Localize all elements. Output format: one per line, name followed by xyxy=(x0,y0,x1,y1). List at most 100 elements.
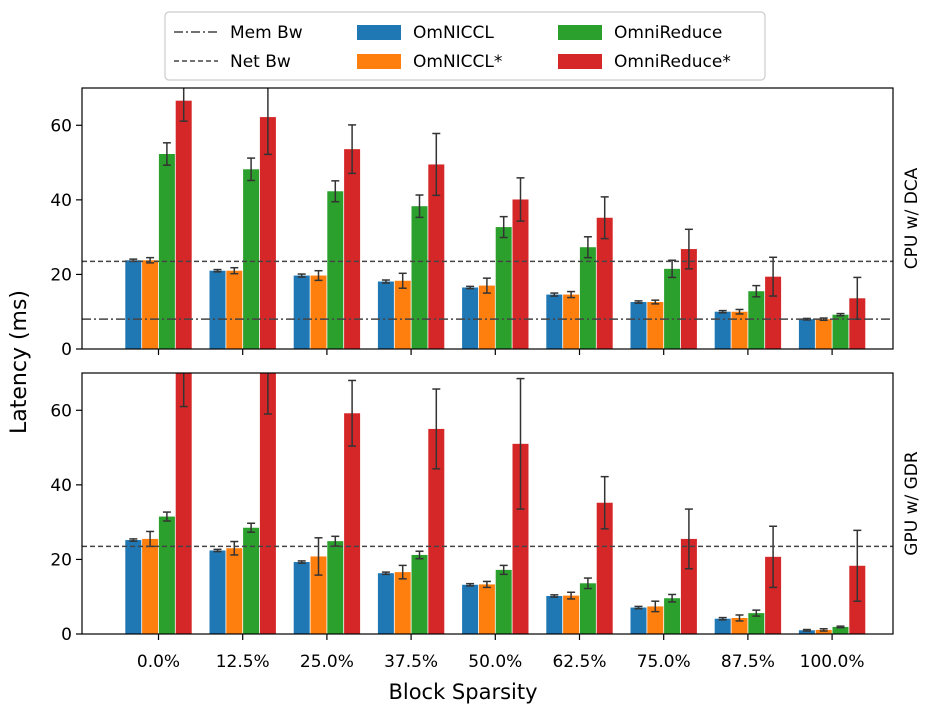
bar-omnireduce-star-3 xyxy=(428,164,445,349)
x-tick-label-4: 50.0% xyxy=(468,652,522,672)
legend-swatch-omnireduce xyxy=(558,25,602,40)
plot-area xyxy=(82,373,893,634)
bar-omniccl-0 xyxy=(125,260,142,349)
bar-omniccl-star-3 xyxy=(394,280,411,349)
legend-swatch-omniccl xyxy=(357,25,401,40)
x-axis-label: Block Sparsity xyxy=(388,680,537,704)
bar-omniccl-star-1 xyxy=(226,270,243,349)
bar-omniccl-star-7 xyxy=(731,617,748,634)
y-axis-label: Latency (ms) xyxy=(7,290,32,434)
bar-omnireduce-5 xyxy=(579,247,596,349)
bar-omniccl-6 xyxy=(630,302,647,349)
bar-omnireduce-star-2 xyxy=(344,413,361,634)
y-tick-label: 0 xyxy=(61,340,72,360)
legend-label-omniccl: OmNICCL xyxy=(413,23,494,43)
y-tick-label: 0 xyxy=(61,625,72,645)
bar-omnireduce-6 xyxy=(664,268,681,349)
panel-label: GPU w/ GDR xyxy=(902,451,922,556)
y-tick-label: 20 xyxy=(50,550,72,570)
bar-omnireduce-6 xyxy=(664,598,681,634)
bar-omniccl-star-6 xyxy=(647,606,664,634)
bar-omniccl-7 xyxy=(714,618,731,634)
bar-omnireduce-2 xyxy=(327,191,344,349)
bar-omnireduce-star-4 xyxy=(512,199,529,349)
bar-omnireduce-star-0 xyxy=(175,100,192,349)
bar-omnireduce-star-7 xyxy=(765,276,782,349)
legend-label-mem-bw: Mem Bw xyxy=(230,23,303,43)
bar-omniccl-1 xyxy=(209,270,226,349)
bar-omniccl-4 xyxy=(462,584,479,634)
x-tick-label-2: 25.0% xyxy=(300,652,354,672)
bar-omniccl-1 xyxy=(209,550,226,634)
bar-omniccl-star-7 xyxy=(731,311,748,349)
panel-cpu: 0 20 40 60 CPU w/ DCA xyxy=(50,87,922,360)
bar-omniccl-star-6 xyxy=(647,302,664,349)
axes-text: Latency (ms) Block Sparsity xyxy=(7,290,538,704)
x-tick-label-5: 62.5% xyxy=(552,652,606,672)
bar-omnireduce-3 xyxy=(411,206,428,349)
bar-omniccl-2 xyxy=(293,275,310,349)
bar-omnireduce-4 xyxy=(495,227,512,349)
bar-omnireduce-star-1 xyxy=(259,373,276,634)
y-tick-label: 40 xyxy=(50,191,72,211)
bar-omniccl-0 xyxy=(125,540,142,634)
bar-omniccl-5 xyxy=(546,294,563,349)
bar-omnireduce-star-4 xyxy=(512,443,529,634)
bar-omniccl-star-0 xyxy=(142,538,159,634)
bar-omnireduce-star-0 xyxy=(175,373,192,634)
bar-omnireduce-star-2 xyxy=(344,149,361,349)
bar-omniccl-2 xyxy=(293,562,310,634)
bar-omniccl-star-2 xyxy=(310,275,327,349)
bar-omnireduce-8 xyxy=(832,626,849,634)
bar-omniccl-4 xyxy=(462,287,479,349)
bar-omniccl-star-5 xyxy=(563,595,580,634)
y-tick-label: 60 xyxy=(50,401,72,421)
bar-omnireduce-3 xyxy=(411,554,428,634)
legend-label-omniccl-star: OmNICCL* xyxy=(413,52,502,72)
x-tick-label-1: 12.5% xyxy=(216,652,270,672)
panel-gpu: 0 20 40 60 0.0% 12.5% 25.0% 37.5% 50.0% 62.5% 75.0… xyxy=(50,372,922,672)
bar-omnireduce-star-5 xyxy=(596,502,613,634)
legend: Mem Bw Net Bw OmNICCL OmNICCL* OmniReduce Omn… xyxy=(164,11,766,81)
bar-omniccl-star-8 xyxy=(815,319,832,349)
bar-omnireduce-0 xyxy=(158,516,175,634)
bar-omniccl-star-3 xyxy=(394,572,411,634)
x-tick-label-3: 37.5% xyxy=(384,652,438,672)
bar-omnireduce-7 xyxy=(748,613,765,634)
x-tick-label-0: 0.0% xyxy=(137,652,180,672)
legend-swatch-omnireduce-star xyxy=(558,54,602,69)
y-tick-label: 20 xyxy=(50,265,72,285)
bar-omniccl-star-4 xyxy=(478,584,495,634)
bar-omnireduce-7 xyxy=(748,291,765,349)
panel-frame xyxy=(81,87,894,350)
bar-omniccl-8 xyxy=(798,319,815,349)
x-tick-label-8: 100.0% xyxy=(800,652,865,672)
bar-omniccl-8 xyxy=(798,630,815,634)
legend-swatch-omniccl-star xyxy=(357,54,401,69)
bar-omnireduce-8 xyxy=(832,314,849,349)
bar-omnireduce-4 xyxy=(495,569,512,634)
bar-omnireduce-star-5 xyxy=(596,217,613,349)
legend-label-omnireduce: OmniReduce xyxy=(614,23,722,43)
plot-area xyxy=(82,88,893,349)
x-tick-label-7: 87.5% xyxy=(721,652,775,672)
bar-omnireduce-5 xyxy=(579,583,596,634)
legend-frame xyxy=(164,11,766,81)
bar-omnireduce-star-6 xyxy=(680,249,697,349)
bar-omniccl-6 xyxy=(630,607,647,634)
panel-label: CPU w/ DCA xyxy=(902,167,922,269)
bar-omnireduce-2 xyxy=(327,541,344,634)
bar-omnireduce-0 xyxy=(158,154,175,349)
bar-omnireduce-star-8 xyxy=(849,298,866,349)
x-tick-label-6: 75.0% xyxy=(637,652,691,672)
bar-omniccl-star-5 xyxy=(563,294,580,349)
bar-omniccl-7 xyxy=(714,311,731,349)
bar-omniccl-3 xyxy=(377,281,394,349)
legend-label-net-bw: Net Bw xyxy=(230,52,291,72)
bar-omniccl-star-4 xyxy=(478,285,495,349)
y-tick-label: 40 xyxy=(50,476,72,496)
bar-omniccl-star-8 xyxy=(815,629,832,634)
bar-omnireduce-star-7 xyxy=(765,556,782,634)
legend-label-omnireduce-star: OmniReduce* xyxy=(614,52,731,72)
